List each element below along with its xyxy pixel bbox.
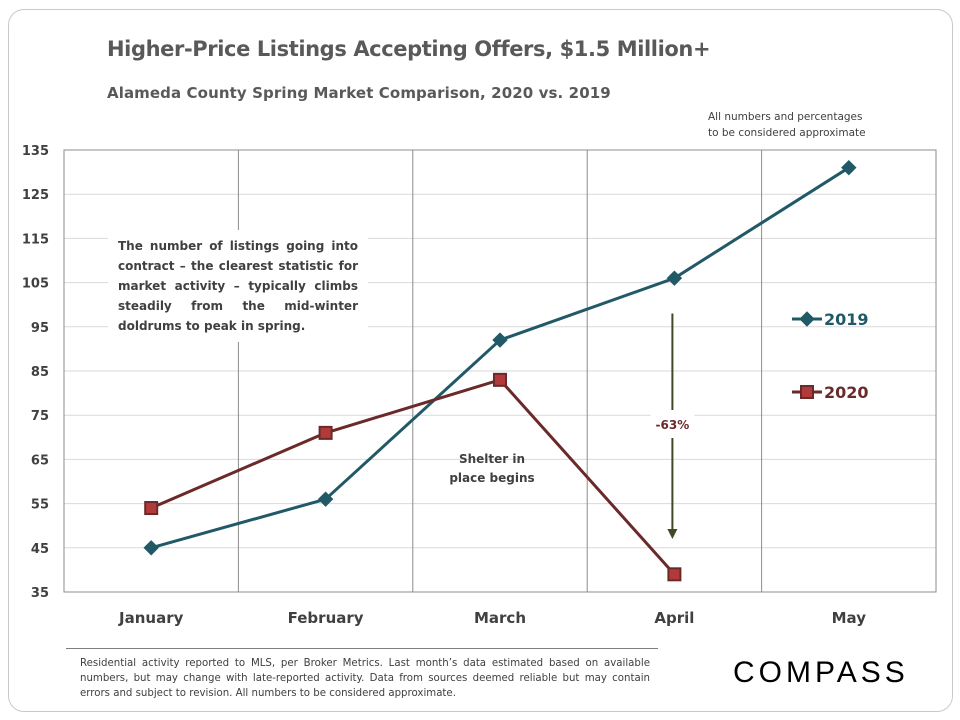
y-tick-label: 105 [22, 277, 49, 292]
compass-logo: COMPASS [733, 656, 909, 689]
disclaimer-line-2: to be considered approximate [708, 127, 866, 139]
legend-2019-point [799, 311, 815, 327]
legend-label: 2020 [824, 383, 869, 402]
y-tick-label: 75 [31, 409, 49, 424]
y-tick-label: 55 [31, 498, 49, 513]
series-2019-point [666, 270, 683, 286]
y-tick-label: 115 [22, 232, 49, 247]
x-tick-label: April [654, 609, 694, 627]
y-tick-label: 135 [22, 144, 49, 159]
y-tick-label: 35 [31, 586, 49, 601]
shelter-annotation-line: Shelter in [459, 452, 525, 466]
drop-label-bg [650, 410, 695, 438]
plot-area-border [63, 149, 937, 593]
series-2019-point [317, 491, 334, 507]
x-tick-label: February [288, 609, 364, 627]
drop-arrow-head [667, 528, 678, 539]
y-tick-label: 65 [31, 453, 49, 468]
series-2020-point [493, 372, 507, 387]
series-2019-point [143, 540, 159, 556]
series-2019-point [492, 332, 508, 348]
series-2019-line [150, 166, 850, 550]
series-2020-point [144, 501, 159, 516]
legend-2020-point [800, 385, 814, 399]
y-tick-label: 45 [31, 542, 49, 557]
chart-title: Higher-Price Listings Accepting Offers, … [107, 37, 711, 61]
series-2020-point [667, 567, 682, 582]
approximation-disclaimer: All numbers and percentages to be consid… [708, 109, 934, 141]
x-tick-label: March [474, 609, 526, 627]
footer-divider [66, 648, 658, 649]
series-2020-point [318, 425, 333, 440]
shelter-annotation-line: place begins [449, 471, 534, 485]
chart-subtitle: Alameda County Spring Market Comparison,… [107, 84, 611, 102]
disclaimer-line-1: All numbers and percentages [708, 111, 863, 123]
x-tick-label: January [118, 609, 184, 627]
y-tick-label: 95 [31, 321, 49, 336]
y-tick-label: 125 [22, 188, 49, 203]
series-2020-line [150, 378, 676, 576]
market-activity-callout: The number of listings going into contra… [108, 230, 368, 342]
drop-percent-label: -63% [656, 418, 690, 432]
source-footnote: Residential activity reported to MLS, pe… [80, 658, 650, 699]
slide-frame [8, 9, 953, 712]
legend-label: 2019 [824, 310, 869, 329]
y-tick-label: 85 [31, 365, 49, 380]
x-tick-label: May [832, 609, 867, 627]
series-2019-point [841, 159, 857, 176]
